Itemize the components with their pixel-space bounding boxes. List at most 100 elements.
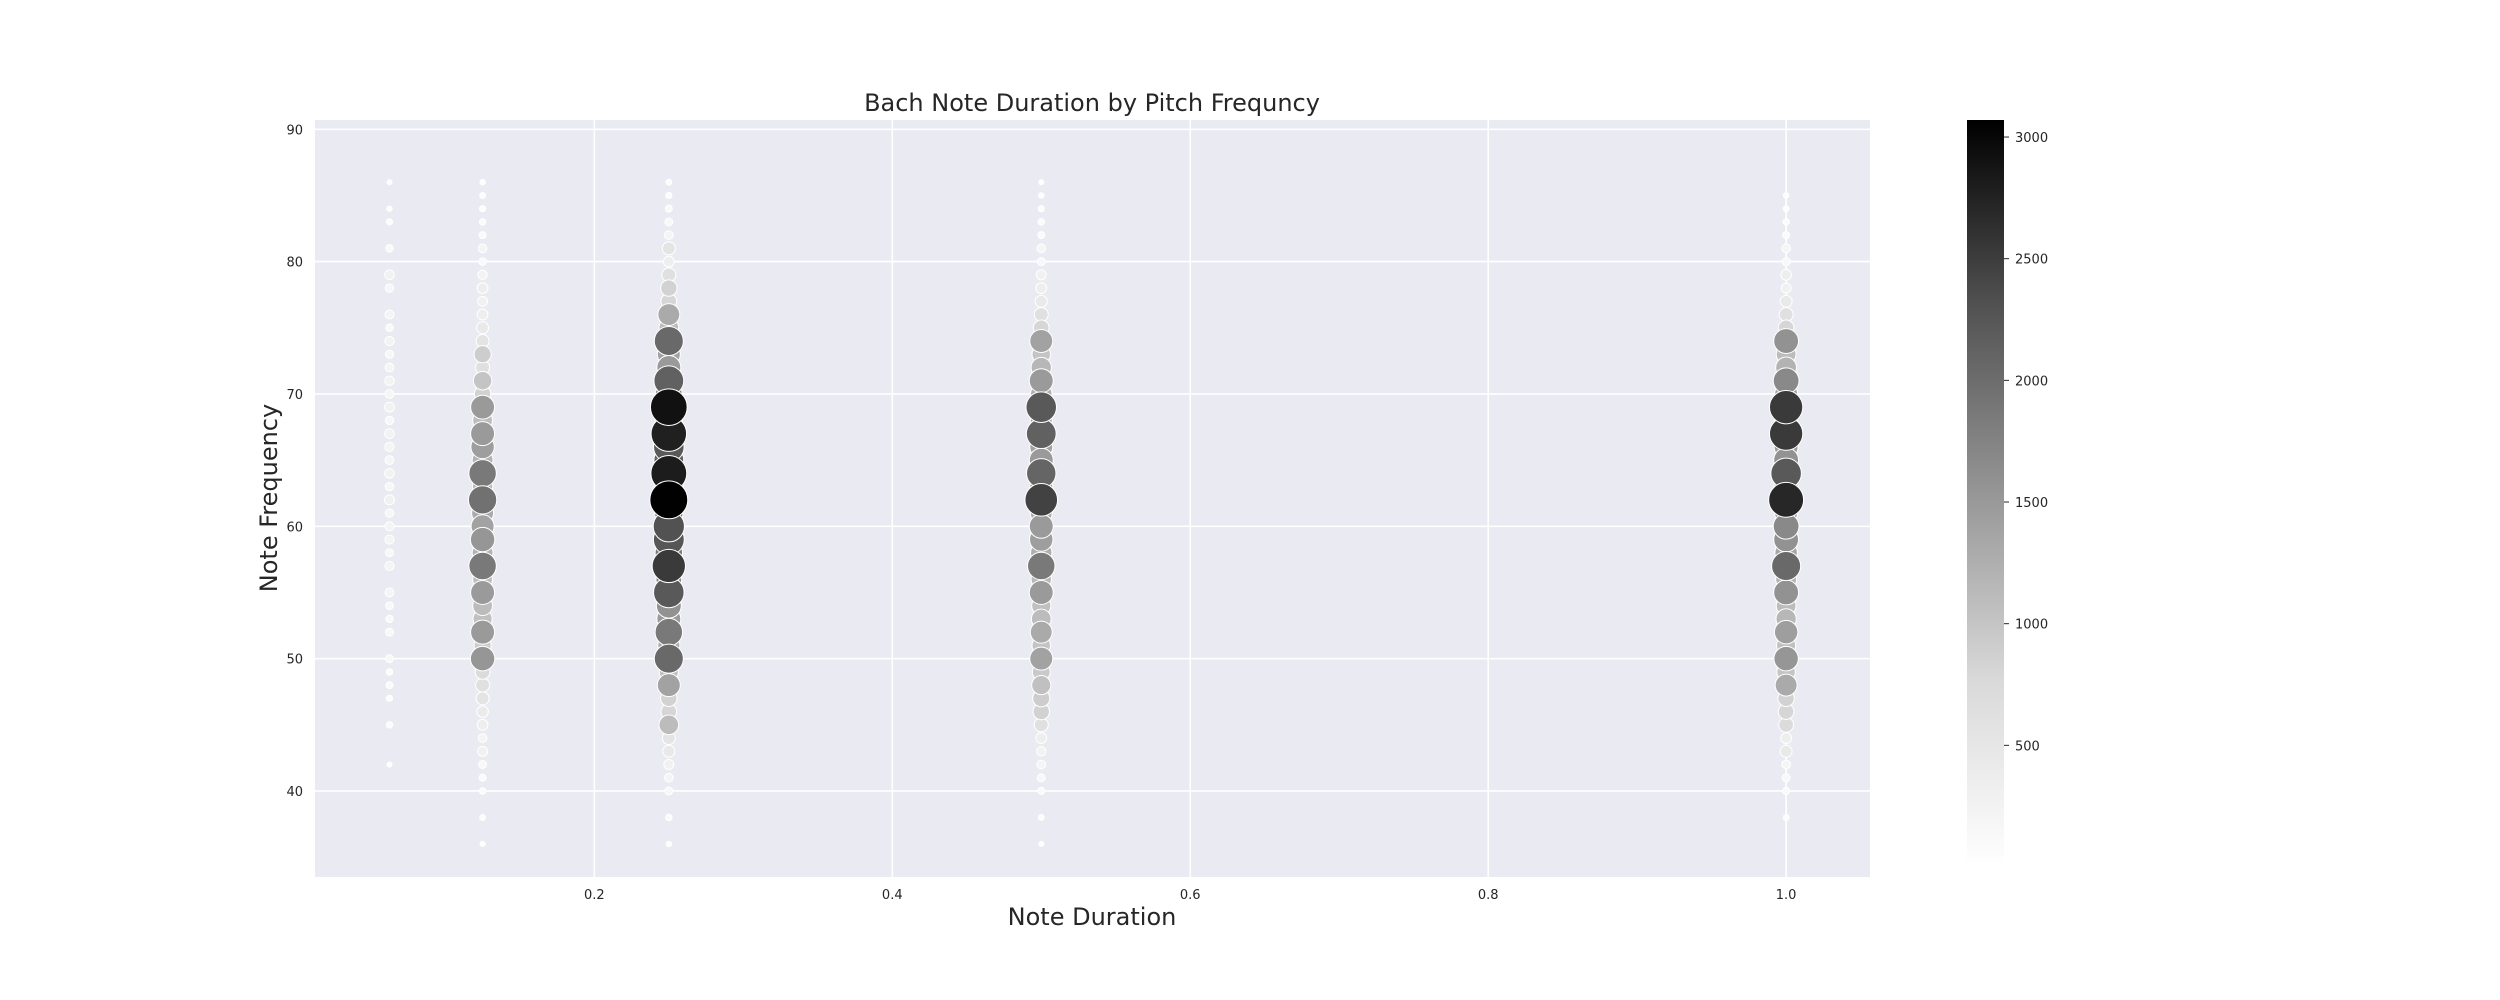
x-tick-label: 0.2 [584, 888, 605, 903]
data-point [479, 814, 487, 821]
data-point [476, 282, 489, 294]
data-point [649, 480, 689, 520]
data-point [384, 521, 395, 532]
colorbar [1967, 120, 2004, 867]
data-point [386, 205, 393, 212]
data-point [1782, 205, 1790, 213]
data-point [385, 218, 394, 226]
data-point [477, 745, 489, 757]
colorbar-tick-labels: 500 1000 1500 2000 2500 3000 [2004, 131, 2048, 754]
x-tick-label: 1.0 [1776, 888, 1797, 903]
data-point [385, 694, 394, 702]
data-point [477, 733, 488, 743]
data-point [385, 601, 394, 611]
x-tick-label: 0.8 [1478, 888, 1499, 903]
data-point [386, 179, 393, 186]
data-point [1027, 551, 1056, 581]
colorbar-tick-label: 1000 [2015, 618, 2048, 633]
data-point [1779, 294, 1793, 308]
data-point [385, 323, 394, 333]
data-point [478, 787, 487, 795]
data-point [384, 389, 395, 399]
y-axis-label: Note Frequency [255, 404, 283, 592]
data-point [1031, 675, 1052, 696]
data-point [476, 705, 489, 718]
data-point [657, 303, 681, 327]
data-point [478, 773, 487, 782]
data-point [1036, 746, 1047, 757]
data-point [384, 534, 395, 545]
data-point [1774, 673, 1798, 697]
data-point [658, 714, 680, 736]
data-point [662, 255, 675, 268]
data-point [384, 269, 395, 281]
x-axis-label: Note Duration [1008, 903, 1177, 931]
data-point [1036, 773, 1046, 783]
data-point [1773, 645, 1799, 672]
data-point [1781, 773, 1791, 783]
data-point [663, 230, 674, 240]
colorbar-tick-label: 2000 [2015, 374, 2048, 389]
data-point [1771, 550, 1802, 582]
data-point [477, 243, 488, 254]
data-point [1773, 619, 1799, 645]
data-point [664, 204, 673, 213]
data-point [1037, 218, 1045, 226]
data-point [1773, 328, 1800, 354]
y-tick-label: 70 [286, 388, 303, 403]
data-point [467, 485, 498, 515]
data-point [662, 744, 676, 758]
data-point [1037, 814, 1045, 821]
data-point [1782, 231, 1791, 240]
x-tick-label: 0.4 [882, 888, 903, 903]
data-point [1034, 294, 1048, 308]
data-point [1029, 329, 1054, 354]
data-point [1773, 579, 1800, 606]
data-point [385, 548, 394, 558]
data-point [478, 760, 488, 769]
data-point [384, 455, 395, 466]
data-point [661, 241, 676, 256]
data-point [384, 283, 395, 293]
data-point [475, 691, 490, 706]
data-point [1025, 391, 1058, 423]
data-point [468, 551, 497, 581]
colorbar-tick-label: 2500 [2015, 253, 2048, 268]
data-point [1024, 483, 1059, 517]
data-point [384, 349, 395, 359]
data-point [384, 375, 395, 386]
data-point [478, 231, 487, 240]
data-point [665, 813, 673, 822]
data-point [1028, 579, 1054, 605]
data-point [479, 192, 487, 199]
data-point [653, 643, 684, 674]
data-point [468, 459, 497, 488]
data-point [1781, 243, 1791, 254]
data-point [469, 645, 496, 672]
y-tick-label: 90 [286, 123, 303, 138]
data-point [1038, 179, 1045, 186]
data-point [478, 257, 487, 266]
data-point [472, 370, 493, 391]
data-point [479, 205, 487, 213]
data-point [1782, 192, 1790, 199]
data-point [469, 526, 496, 553]
chart-title: Bach Note Duration by Pitch Frequncy [864, 89, 1320, 117]
data-point [1037, 231, 1046, 240]
data-point [1033, 307, 1049, 323]
data-point [1028, 368, 1054, 394]
data-point [384, 481, 395, 492]
data-point [386, 761, 393, 768]
colorbar-tick-label: 500 [2015, 739, 2040, 754]
data-point [1025, 418, 1057, 450]
data-point [1772, 367, 1800, 395]
data-point [1029, 620, 1053, 644]
data-point [384, 415, 395, 426]
data-point [478, 218, 487, 226]
y-tick-label: 60 [286, 520, 303, 535]
data-point [476, 308, 489, 321]
data-point [1781, 759, 1791, 770]
colorbar-tick-label: 1500 [2015, 496, 2048, 511]
data-point [1778, 307, 1794, 323]
y-tick-label: 40 [286, 785, 303, 800]
